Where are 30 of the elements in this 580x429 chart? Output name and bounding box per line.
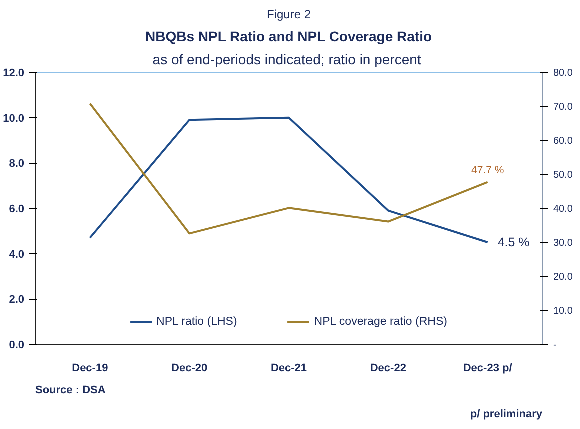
- x-tick-label: Dec-22: [370, 362, 406, 374]
- y2-tick-label: 70.0: [554, 102, 574, 113]
- source-note: Source : DSA: [36, 384, 106, 396]
- y-tick-label: 12.0: [3, 68, 25, 80]
- y2-tick-label: 50.0: [554, 170, 574, 181]
- y-tick-label: 0.0: [9, 340, 25, 352]
- x-tick-label: Dec-23 p/: [463, 362, 512, 374]
- y2-tick-label: -: [554, 340, 557, 351]
- text: p/ preliminary: [470, 408, 544, 420]
- y-tick-label: 6.0: [9, 204, 25, 216]
- data-label: 47.7 %: [471, 164, 504, 176]
- data-label: 4.5 %: [498, 236, 530, 250]
- x-tick-label: Dec-19: [72, 362, 108, 374]
- chart-subtitle: as of end-periods indicated; ratio in percent: [152, 52, 422, 68]
- legend-label: NPL ratio (LHS): [156, 316, 238, 328]
- y2-tick-label: 40.0: [554, 204, 574, 215]
- y2-tick-label: 80.0: [554, 68, 574, 79]
- x-tick-label: Dec-20: [172, 362, 208, 374]
- y2-tick-label: 20.0: [554, 272, 574, 283]
- legend-label: NPL coverage ratio (RHS): [314, 316, 448, 328]
- y-tick-label: 4.0: [9, 248, 25, 261]
- x-tick-label: Dec-21: [270, 362, 308, 374]
- y-tick-label: 8.0: [9, 158, 25, 170]
- y2-tick-label: 60.0: [554, 136, 574, 147]
- caption: Figure 2: [266, 8, 312, 22]
- y2-tick-label: 30.0: [554, 238, 574, 249]
- y-tick-label: 2.0: [9, 294, 25, 306]
- chart-title: NBQBs NPL Ratio and NPL Coverage Ratio: [145, 28, 432, 44]
- y-tick-label: 10.0: [3, 112, 25, 125]
- y2-tick-label: 10.0: [554, 306, 574, 317]
